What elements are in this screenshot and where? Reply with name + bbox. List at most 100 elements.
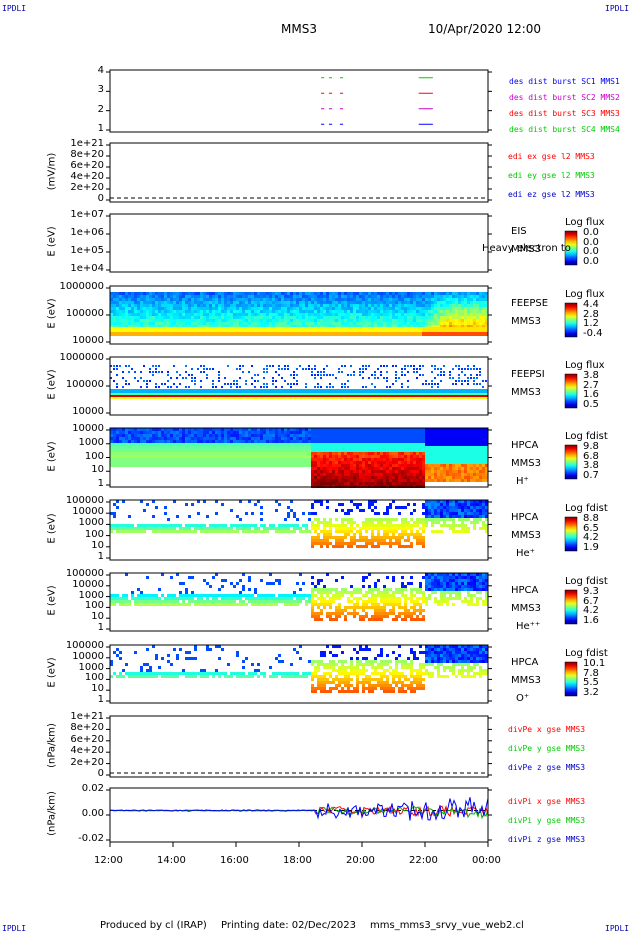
heatmap-cell xyxy=(329,473,332,476)
heatmap-cell xyxy=(410,473,413,476)
heatmap-cell xyxy=(230,440,233,443)
heatmap-cell xyxy=(341,467,344,470)
heatmap-cell xyxy=(431,380,433,382)
heatmap-cell xyxy=(374,440,377,443)
heatmap-cell xyxy=(161,395,164,397)
heatmap-cell xyxy=(440,332,443,336)
heatmap-cell xyxy=(458,319,461,322)
heatmap-cell xyxy=(404,461,407,464)
heatmap-cell xyxy=(128,464,131,467)
heatmap-cell xyxy=(365,428,368,431)
heatmap-cell xyxy=(302,316,305,319)
heatmap-cell xyxy=(317,473,320,476)
heatmap-cell xyxy=(428,298,431,301)
heatmap-cell xyxy=(311,449,314,452)
heatmap-cell xyxy=(422,295,425,298)
heatmap-cell xyxy=(473,389,476,391)
heatmap-cell xyxy=(359,428,362,431)
heatmap-cell xyxy=(449,461,452,464)
heatmap-cell xyxy=(239,393,242,395)
heatmap-cell xyxy=(113,461,116,464)
heatmap-cell xyxy=(422,391,425,393)
heatmap-cell xyxy=(440,310,443,313)
heatmap-cell xyxy=(479,307,482,310)
heatmap-cell xyxy=(173,397,176,399)
heatmap-cell xyxy=(368,458,371,461)
heatmap-cell xyxy=(296,327,299,332)
heatmap-cell xyxy=(326,295,329,298)
heatmap-cell xyxy=(341,327,344,332)
heatmap-cell xyxy=(287,446,290,449)
heatmap-cell xyxy=(272,319,275,322)
heatmap-cell xyxy=(128,431,131,434)
heatmap-cell xyxy=(209,325,212,328)
heatmap-cell xyxy=(251,325,254,328)
heatmap-cell xyxy=(278,292,281,295)
heatmap-cell xyxy=(212,437,215,440)
heatmap-cell xyxy=(398,470,401,473)
heatmap-cell xyxy=(188,389,191,391)
heatmap-cell xyxy=(224,327,227,332)
heatmap-cell xyxy=(215,397,218,399)
heatmap-cell xyxy=(233,395,236,397)
heatmap-cell xyxy=(194,393,197,395)
heatmap-cell xyxy=(224,295,227,298)
heatmap-cell xyxy=(476,391,479,393)
heatmap-cell xyxy=(191,368,193,370)
heatmap-cell xyxy=(401,437,404,440)
heatmap-cell xyxy=(251,301,254,304)
heatmap-cell xyxy=(410,434,413,437)
heatmap-cell xyxy=(314,304,317,307)
heatmap-cell xyxy=(203,452,206,455)
heatmap-cell xyxy=(116,386,118,388)
heatmap-cell xyxy=(251,327,254,332)
heatmap-cell xyxy=(422,389,425,391)
heatmap-cell xyxy=(230,395,233,397)
heatmap-cell xyxy=(365,455,368,458)
heatmap-cell xyxy=(152,437,155,440)
heatmap-cell xyxy=(233,380,235,382)
heatmap-cell xyxy=(140,437,143,440)
heatmap-cell xyxy=(476,395,479,397)
heatmap-cell xyxy=(377,476,380,479)
heatmap-cell xyxy=(473,322,476,325)
heatmap-cell xyxy=(434,377,436,379)
heatmap-cell xyxy=(455,295,458,298)
heatmap-cell xyxy=(269,446,272,449)
heatmap-cell xyxy=(194,443,197,446)
heatmap-cell xyxy=(344,452,347,455)
heatmap-cell xyxy=(419,434,422,437)
heatmap-cell xyxy=(263,458,266,461)
heatmap-cell xyxy=(152,304,155,307)
heatmap-cell xyxy=(479,304,482,307)
heatmap-cell xyxy=(434,319,437,322)
heatmap-cell xyxy=(323,461,326,464)
heatmap-cell xyxy=(236,380,238,382)
heatmap-cell xyxy=(350,301,353,304)
heatmap-cell xyxy=(425,319,428,322)
heatmap-cell xyxy=(374,434,377,437)
heatmap-cell xyxy=(284,292,287,295)
heatmap-cell xyxy=(365,332,368,336)
heatmap-cell xyxy=(170,301,173,304)
heatmap-cell xyxy=(464,319,467,322)
heatmap-cell xyxy=(185,386,187,388)
heatmap-cell xyxy=(236,397,239,399)
heatmap-cell xyxy=(428,322,431,325)
heatmap-cell xyxy=(425,298,428,301)
heatmap-cell xyxy=(332,386,334,388)
heatmap-cell xyxy=(266,316,269,319)
heatmap-cell xyxy=(347,452,350,455)
heatmap-cell xyxy=(245,393,248,395)
heatmap-cell xyxy=(218,319,221,322)
heatmap-cell xyxy=(395,431,398,434)
heatmap-cell xyxy=(149,464,152,467)
heatmap-cell xyxy=(176,322,179,325)
heatmap-cell xyxy=(191,295,194,298)
heatmap-cell xyxy=(446,292,449,295)
heatmap-cell xyxy=(401,443,404,446)
heatmap-cell xyxy=(449,397,452,399)
heatmap-cell xyxy=(401,322,404,325)
heatmap-cell xyxy=(470,313,473,316)
heatmap-cell xyxy=(359,313,362,316)
